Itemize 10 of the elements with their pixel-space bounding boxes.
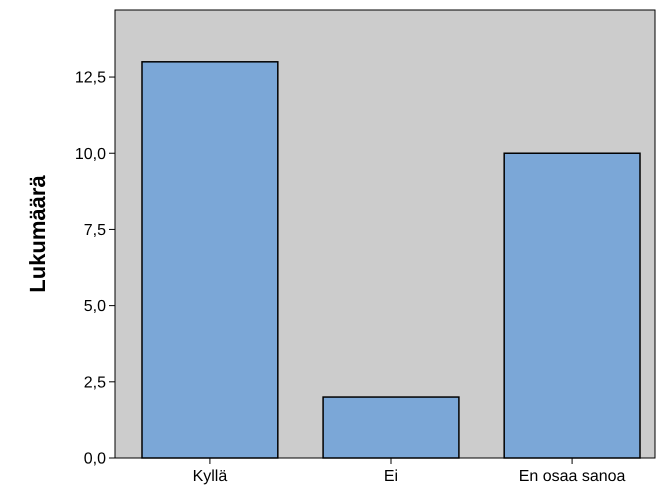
y-tick-label: 0,0: [84, 450, 106, 468]
x-tick-label: En osaa sanoa: [518, 468, 626, 485]
y-tick-label: 10,0: [74, 146, 106, 163]
x-tick-label: Kyllä: [192, 468, 228, 485]
x-tick-label: Ei: [384, 468, 398, 485]
y-tick-label: 12,5: [74, 70, 106, 87]
y-tick-label: 7,5: [84, 222, 106, 240]
y-axis-title: Lukumäärä: [25, 174, 50, 293]
y-tick-label: 2,5: [84, 374, 106, 392]
y-tick-label: 5,0: [84, 298, 106, 316]
